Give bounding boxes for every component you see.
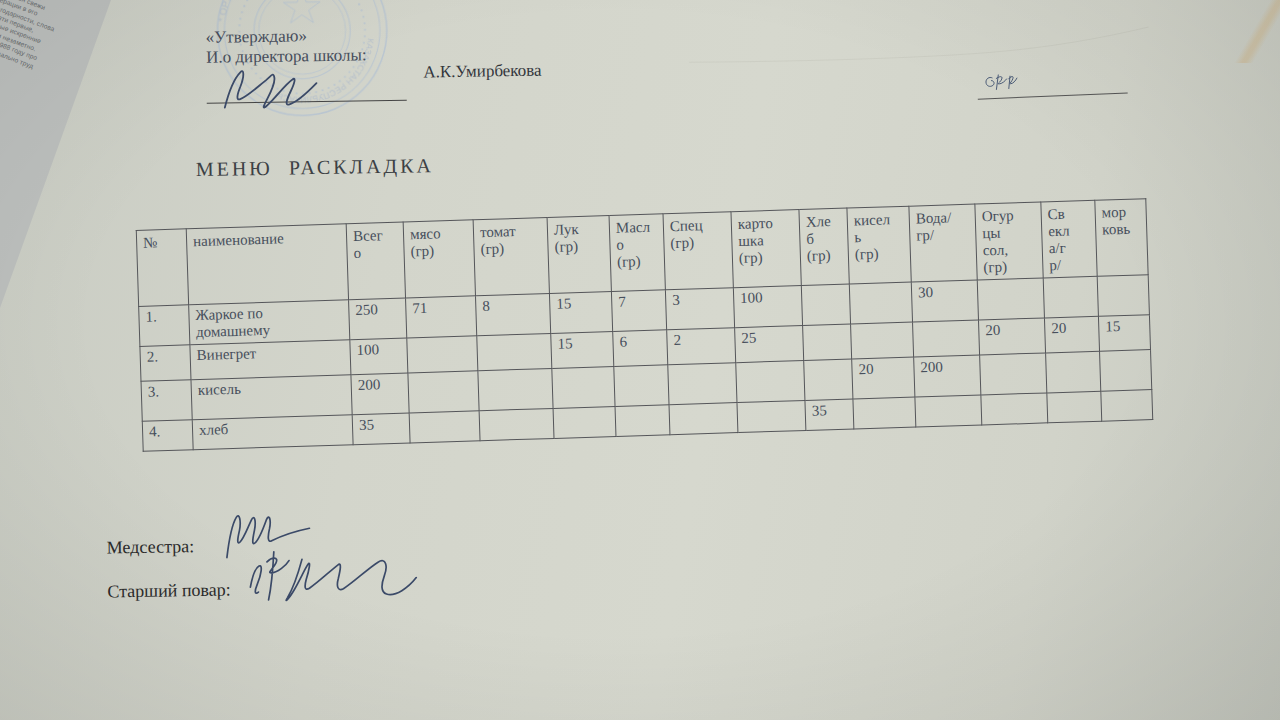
svg-text:* ОРТА МЕКТЕП * СРЕДНЯЯ ШКОЛА: * ОРТА МЕКТЕП * СРЕДНЯЯ ШКОЛА * [215,0,365,23]
